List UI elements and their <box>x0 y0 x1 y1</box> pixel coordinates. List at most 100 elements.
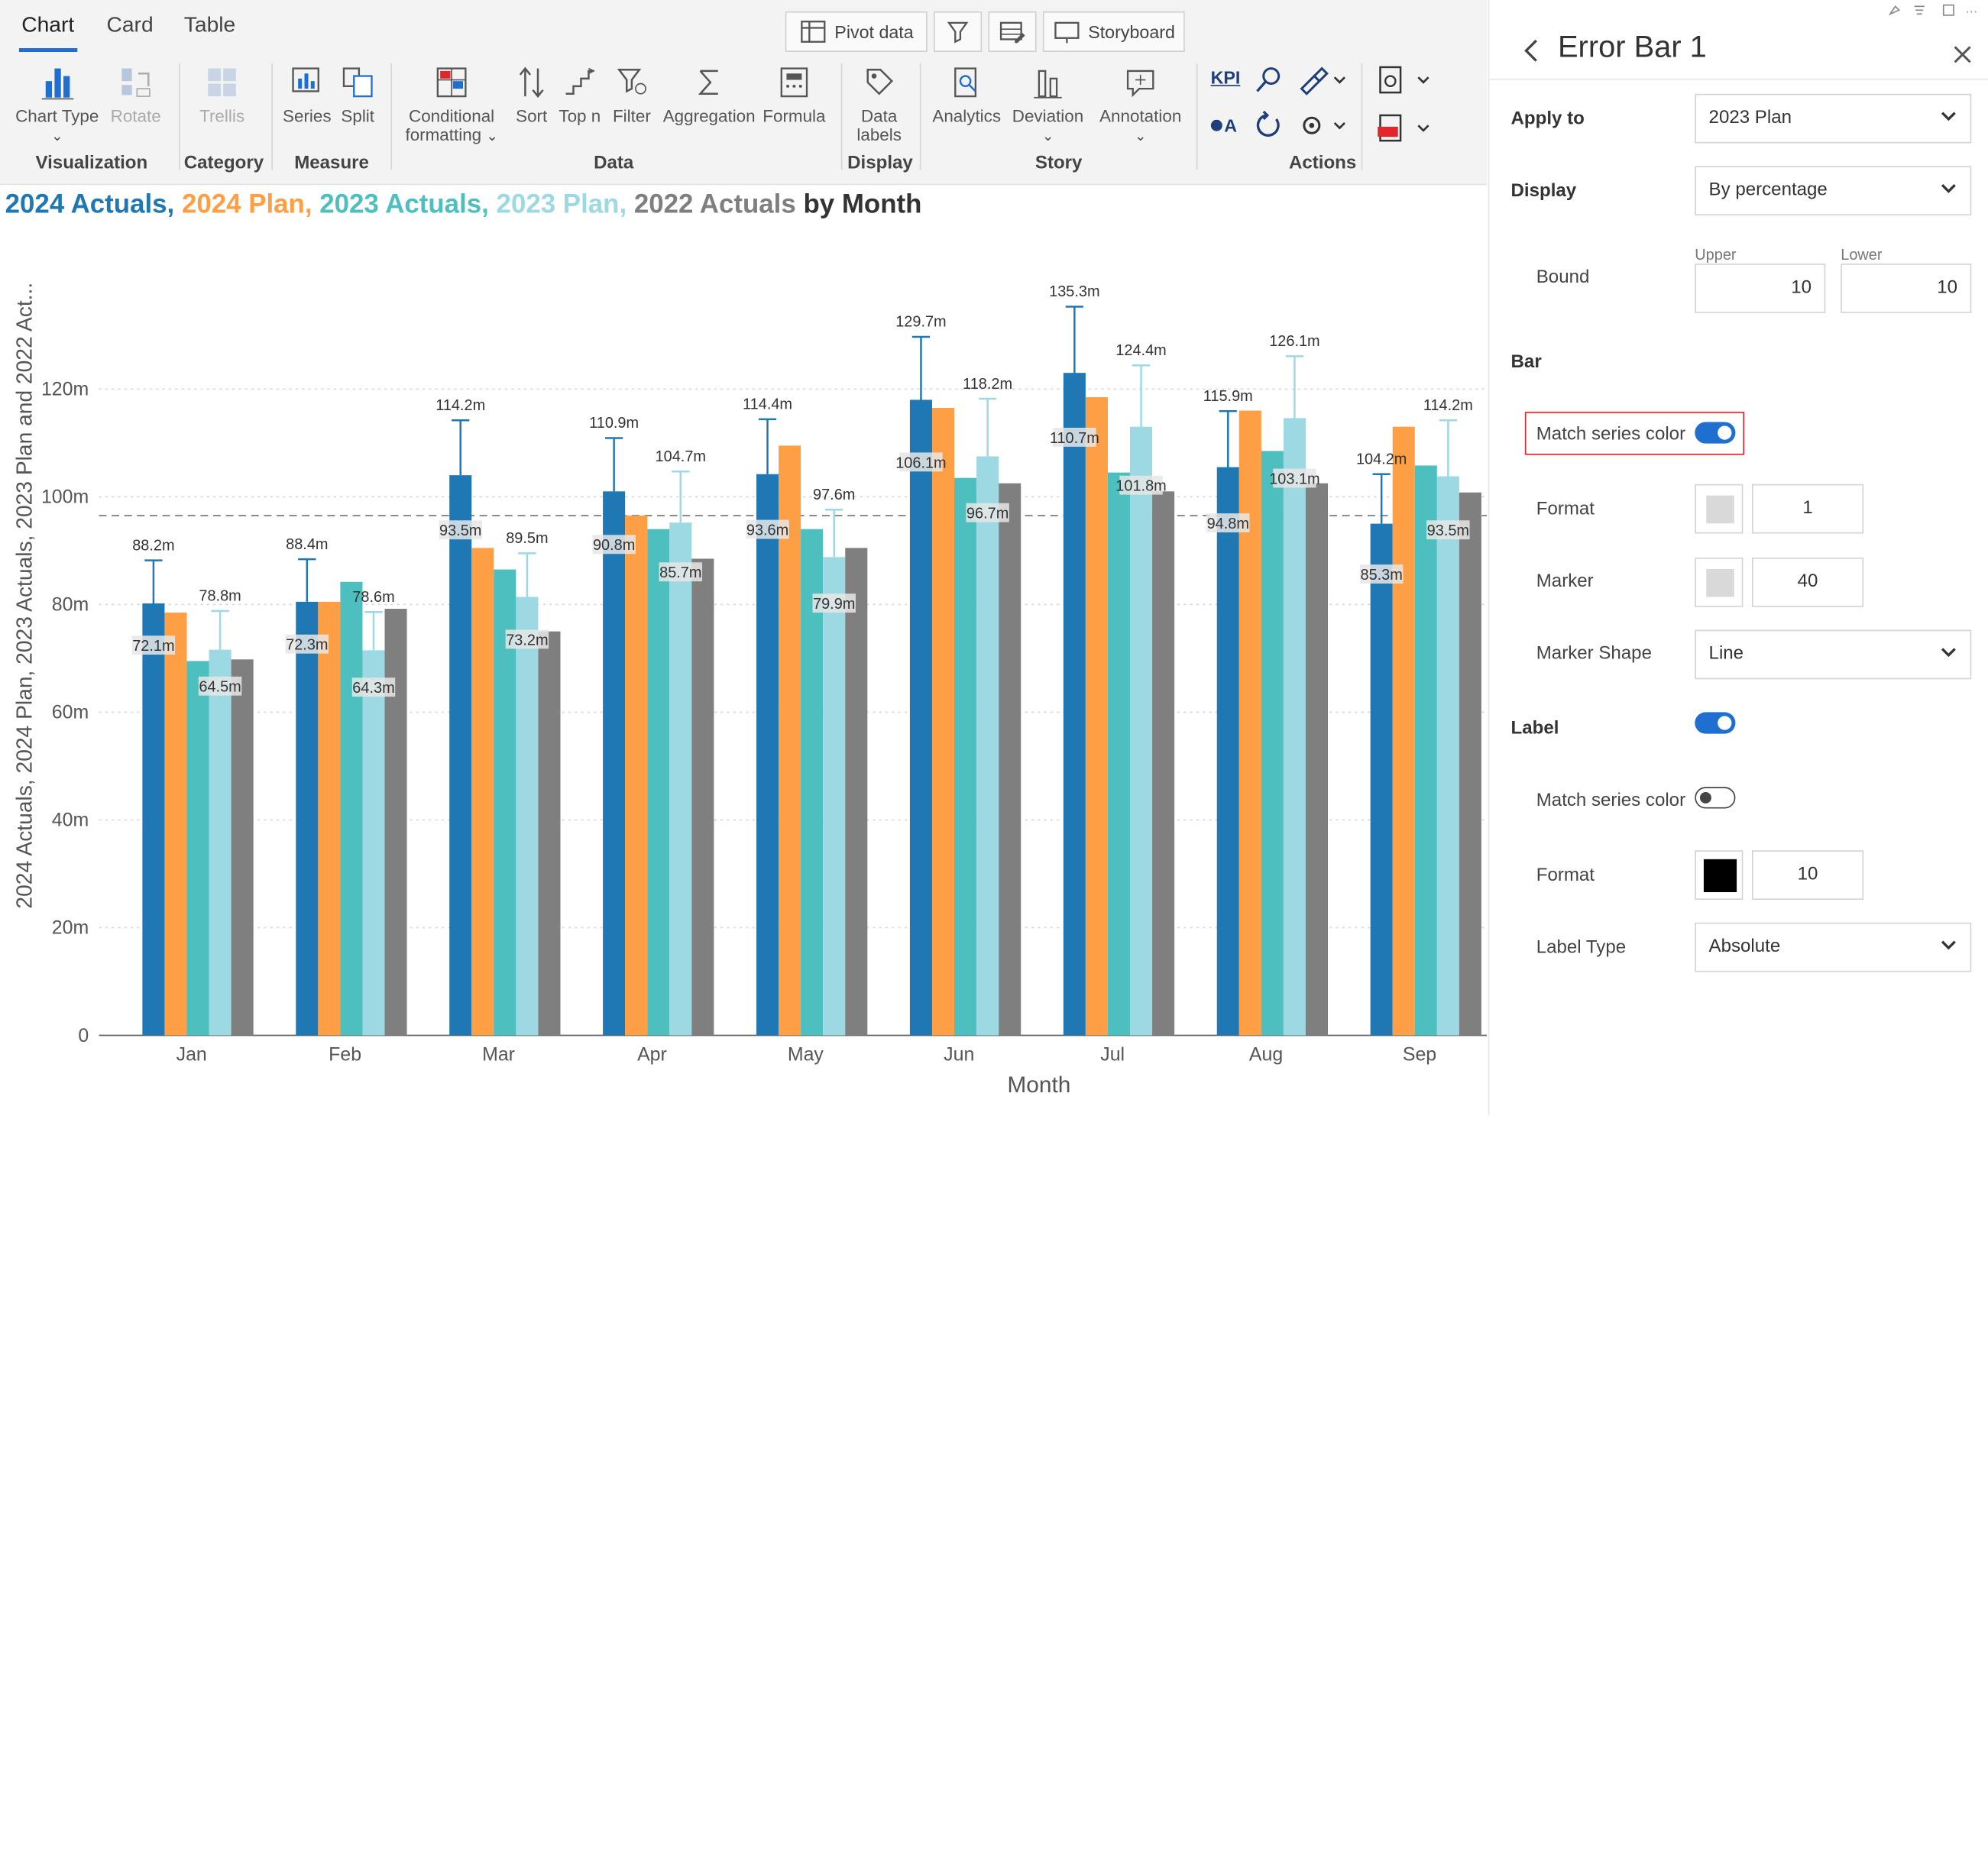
storyboard-button[interactable]: Storyboard <box>1042 11 1185 53</box>
tab-table[interactable]: Table <box>183 12 236 37</box>
chevron-down-icon: ⌄ <box>51 129 63 145</box>
series-button[interactable]: Series <box>282 63 332 125</box>
error-lower-label-bg <box>1119 475 1163 495</box>
bar-2022-actuals <box>231 659 254 1036</box>
pivot-data-button[interactable]: Pivot data <box>785 11 928 53</box>
annotation-icon <box>1126 70 1154 98</box>
alert-button[interactable]: A <box>1208 110 1243 144</box>
error-upper-label: 89.5m <box>506 530 548 547</box>
bar-2024-actuals <box>756 474 779 1036</box>
label-type-select[interactable]: Absolute <box>1695 922 1972 972</box>
bar-2022-actuals <box>845 548 868 1036</box>
error-upper-label: 97.6m <box>813 487 855 503</box>
top-n-label: Top n <box>559 106 601 126</box>
refresh-button[interactable] <box>1251 109 1286 146</box>
rotate-button[interactable]: Rotate <box>108 63 164 125</box>
filter-small-icon[interactable] <box>1914 5 1925 15</box>
x-tick-label: May <box>788 1044 824 1066</box>
label-size-input[interactable]: 10 <box>1752 850 1864 900</box>
apply-to-select[interactable]: 2023 Plan <box>1695 93 1972 144</box>
bar-2023-actuals <box>801 529 824 1036</box>
x-tick-label: Apr <box>637 1044 667 1066</box>
bar-color-swatch[interactable] <box>1695 484 1744 534</box>
apply-to-value: 2023 Plan <box>1708 108 1792 128</box>
formula-icon <box>780 67 808 98</box>
bar-format-label: Format <box>1536 499 1595 520</box>
more-icon[interactable]: … <box>1965 2 1978 15</box>
back-icon[interactable] <box>1522 38 1540 63</box>
formula-button[interactable]: Formula <box>761 63 827 125</box>
x-axis-title: Month <box>1007 1072 1070 1098</box>
bar-2024-plan <box>625 516 648 1036</box>
group-visualization: Visualization <box>35 153 148 174</box>
x-tick-label: Jan <box>176 1044 207 1066</box>
conditional-formatting-button[interactable]: Conditional formatting ⌄ <box>398 63 504 144</box>
expand-icon[interactable] <box>1942 4 1954 16</box>
error-lower-label: 90.8m <box>593 537 635 554</box>
analytics-icon <box>954 67 977 98</box>
sort-label: Sort <box>516 106 548 126</box>
error-upper-label: 114.2m <box>1423 397 1473 414</box>
close-icon[interactable] <box>1952 44 1973 65</box>
search-button[interactable] <box>1251 63 1286 100</box>
chart-type-label: Chart Type <box>15 106 99 126</box>
export-settings-button[interactable] <box>1373 63 1436 100</box>
y-axis-title: 2024 Actuals, 2024 Plan, 2023 Actuals, 2… <box>11 283 36 909</box>
error-lower-label-bg <box>746 519 789 539</box>
error-lower-label: 94.8m <box>1207 516 1249 532</box>
label-color-swatch[interactable] <box>1695 850 1744 900</box>
upper-bound-input[interactable]: 10 <box>1695 264 1826 313</box>
lower-bound-input[interactable]: 10 <box>1841 264 1972 313</box>
kpi-button[interactable]: KPI <box>1208 67 1243 88</box>
error-lower-label: 72.3m <box>286 637 328 654</box>
label-toggle[interactable] <box>1695 712 1736 734</box>
split-button[interactable]: Split <box>335 63 380 125</box>
error-lower-label: 72.1m <box>132 638 174 655</box>
brush-button[interactable] <box>1294 63 1350 100</box>
marker-color-swatch[interactable] <box>1695 558 1744 607</box>
tab-chart[interactable]: Chart <box>18 12 76 53</box>
annotation-button[interactable]: Annotation ⌄ <box>1093 63 1187 144</box>
bar-2022-actuals <box>999 483 1022 1036</box>
window-controls: … <box>1888 2 1978 16</box>
deviation-button[interactable]: Deviation ⌄ <box>1010 63 1086 144</box>
pdf-icon <box>1378 114 1429 142</box>
error-lower-label: 85.7m <box>659 564 701 581</box>
tab-card[interactable]: Card <box>106 12 154 37</box>
table-edit-button[interactable] <box>988 11 1037 53</box>
x-tick-label: Mar <box>482 1044 515 1066</box>
conditional-formatting-label: Conditional <box>409 106 495 126</box>
export-pdf-button[interactable] <box>1373 112 1436 148</box>
aggregation-button[interactable]: Aggregation <box>659 63 759 125</box>
marker-size-input[interactable]: 40 <box>1752 558 1864 607</box>
bar-match-series-color-toggle[interactable] <box>1695 422 1736 444</box>
chart-type-button[interactable]: Chart Type ⌄ <box>15 63 99 144</box>
filter-toggle-button[interactable] <box>934 11 983 53</box>
bar-2022-actuals <box>1459 492 1481 1036</box>
x-tick-label: Jul <box>1100 1044 1125 1066</box>
error-lower-label: 101.8m <box>1115 478 1166 495</box>
sort-button[interactable]: Sort <box>510 63 552 125</box>
bar-width-input[interactable]: 1 <box>1752 484 1864 534</box>
analytics-button[interactable]: Analytics <box>928 63 1005 125</box>
marker-shape-select[interactable]: Line <box>1695 629 1972 680</box>
x-tick-label: Sep <box>1403 1044 1436 1066</box>
error-lower-label: 93.6m <box>746 522 788 539</box>
formula-label: Formula <box>762 106 826 126</box>
chart-title: 2024 Actuals, 2024 Plan, 2023 Actuals, 2… <box>5 190 922 221</box>
top-n-button[interactable]: Top n <box>555 63 604 125</box>
filter-button[interactable]: Filter <box>609 63 655 125</box>
upper-caption: Upper <box>1695 245 1737 264</box>
pin-icon[interactable] <box>1888 5 1901 16</box>
aggregation-icon <box>698 70 718 95</box>
data-labels-button[interactable]: Data labels <box>847 63 911 144</box>
error-lower-label-bg <box>966 503 1009 522</box>
bar-2023-plan <box>823 557 846 1036</box>
settings-button[interactable] <box>1294 109 1350 146</box>
title-series-2: 2024 Plan, <box>181 189 312 220</box>
label-match-series-color-toggle[interactable] <box>1695 787 1736 809</box>
tag-icon <box>866 69 894 95</box>
display-select[interactable]: By percentage <box>1695 166 1972 216</box>
trellis-icon <box>208 68 236 97</box>
trellis-button[interactable]: Trellis <box>190 63 254 125</box>
